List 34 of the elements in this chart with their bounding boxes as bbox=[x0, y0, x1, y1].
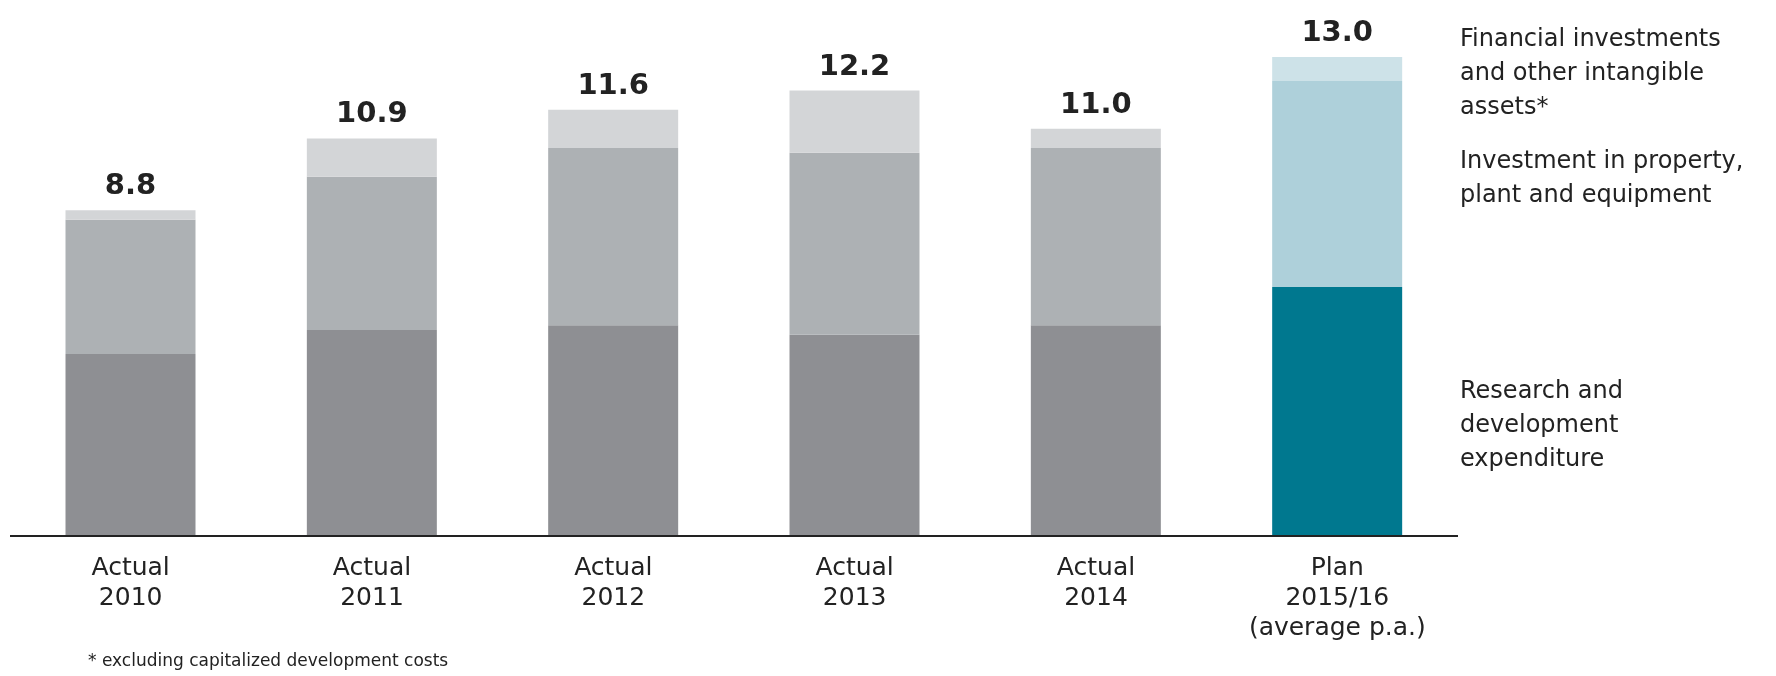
x-tick-label: Actual 2014 bbox=[1056, 551, 1136, 611]
bar bbox=[65, 353, 196, 536]
text: Research and development expenditure bbox=[1460, 374, 1624, 474]
x-tick-label: Actual 2012 bbox=[574, 551, 653, 611]
bar bbox=[1272, 286, 1403, 536]
x-tick-label: Actual 2013 bbox=[815, 551, 894, 611]
bar bbox=[1272, 80, 1403, 287]
bar bbox=[789, 334, 920, 536]
x-tick-label: Actual 2011 bbox=[332, 551, 412, 611]
bar bbox=[1272, 57, 1403, 81]
bar bbox=[548, 109, 679, 149]
text: Financial investments and other intangible assets* bbox=[1460, 23, 1722, 122]
bar bbox=[1030, 325, 1161, 536]
bar bbox=[789, 152, 920, 335]
text: Investment in property, plant and equipment bbox=[1460, 144, 1745, 210]
bar bbox=[65, 219, 196, 354]
bar bbox=[306, 138, 437, 177]
bar bbox=[789, 90, 920, 153]
bar bbox=[1030, 128, 1161, 149]
annotation: 11.6 bbox=[577, 66, 649, 101]
bar bbox=[306, 330, 437, 536]
x-tick-label: Actual 2010 bbox=[91, 551, 170, 611]
bar bbox=[1030, 148, 1161, 326]
bar bbox=[548, 325, 679, 536]
text: * excluding capitalized development costs bbox=[88, 650, 449, 670]
annotation: 12.2 bbox=[818, 47, 891, 82]
bar bbox=[65, 210, 196, 220]
x-tick-label: Plan 2015/16 (average p.a.) bbox=[1248, 551, 1426, 641]
annotation: 11.0 bbox=[1060, 85, 1132, 120]
text: 13.0 bbox=[1301, 14, 1373, 48]
bar bbox=[306, 176, 437, 331]
annotation: 8.8 bbox=[104, 167, 157, 202]
bar bbox=[548, 148, 679, 326]
annotation: 10.9 bbox=[336, 95, 408, 130]
